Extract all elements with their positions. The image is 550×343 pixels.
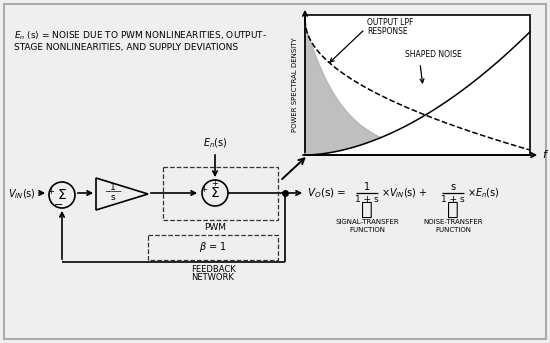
Text: 1 + s: 1 + s [355, 194, 379, 203]
Text: RESPONSE: RESPONSE [367, 27, 408, 36]
Text: +: + [212, 178, 218, 188]
Text: SHAPED NOISE: SHAPED NOISE [405, 50, 462, 59]
Text: +: + [47, 188, 54, 197]
Text: ⏟: ⏟ [361, 200, 373, 218]
Bar [148, 235, 278, 260]
Text: NETWORK: NETWORK [191, 273, 234, 283]
Text: OUTPUT LPF: OUTPUT LPF [367, 18, 414, 27]
Text: s: s [111, 193, 116, 202]
Text: $\Sigma$: $\Sigma$ [210, 186, 220, 200]
Text: −: − [54, 200, 64, 210]
Text: $E_n$(s): $E_n$(s) [203, 137, 227, 150]
Text: POWER SPECTRAL DENSITY: POWER SPECTRAL DENSITY [292, 38, 298, 132]
Text: $E_n$(s): $E_n$(s) [475, 186, 499, 200]
Polygon shape [305, 23, 381, 155]
Text: ⏟: ⏟ [447, 200, 459, 218]
Text: STAGE NONLINEARITIES, AND SUPPLY DEVIATIONS: STAGE NONLINEARITIES, AND SUPPLY DEVIATI… [14, 43, 238, 52]
Text: 1: 1 [364, 182, 370, 192]
Text: 1: 1 [110, 184, 116, 192]
Text: $E_n$ (s) = NOISE DUE TO PWM NONLINEARITIES, OUTPUT-: $E_n$ (s) = NOISE DUE TO PWM NONLINEARIT… [14, 29, 267, 42]
Text: FUNCTION: FUNCTION [435, 227, 471, 233]
Text: $\times$: $\times$ [381, 188, 390, 198]
Text: $\times$: $\times$ [467, 188, 476, 198]
Text: $V_{IN}$(s) +: $V_{IN}$(s) + [389, 186, 428, 200]
Bar [163, 167, 278, 220]
Text: ─────: ───── [105, 190, 121, 196]
Text: SIGNAL-TRANSFER: SIGNAL-TRANSFER [335, 219, 399, 225]
Text: PWM: PWM [204, 224, 226, 233]
Bar [305, 15, 530, 155]
Text: s: s [450, 182, 455, 192]
Text: $\beta$ = 1: $\beta$ = 1 [199, 240, 227, 255]
Text: $\Sigma$: $\Sigma$ [57, 188, 67, 202]
Text: $V_O$(s) =: $V_O$(s) = [307, 186, 346, 200]
Text: f: f [542, 150, 546, 160]
Text: $V_{IN}$(s): $V_{IN}$(s) [8, 187, 36, 201]
Text: FUNCTION: FUNCTION [349, 227, 385, 233]
Text: 1 + s: 1 + s [441, 194, 465, 203]
Text: +: + [201, 186, 207, 194]
Text: FEEDBACK: FEEDBACK [191, 264, 235, 273]
Text: NOISE-TRANSFER: NOISE-TRANSFER [424, 219, 483, 225]
